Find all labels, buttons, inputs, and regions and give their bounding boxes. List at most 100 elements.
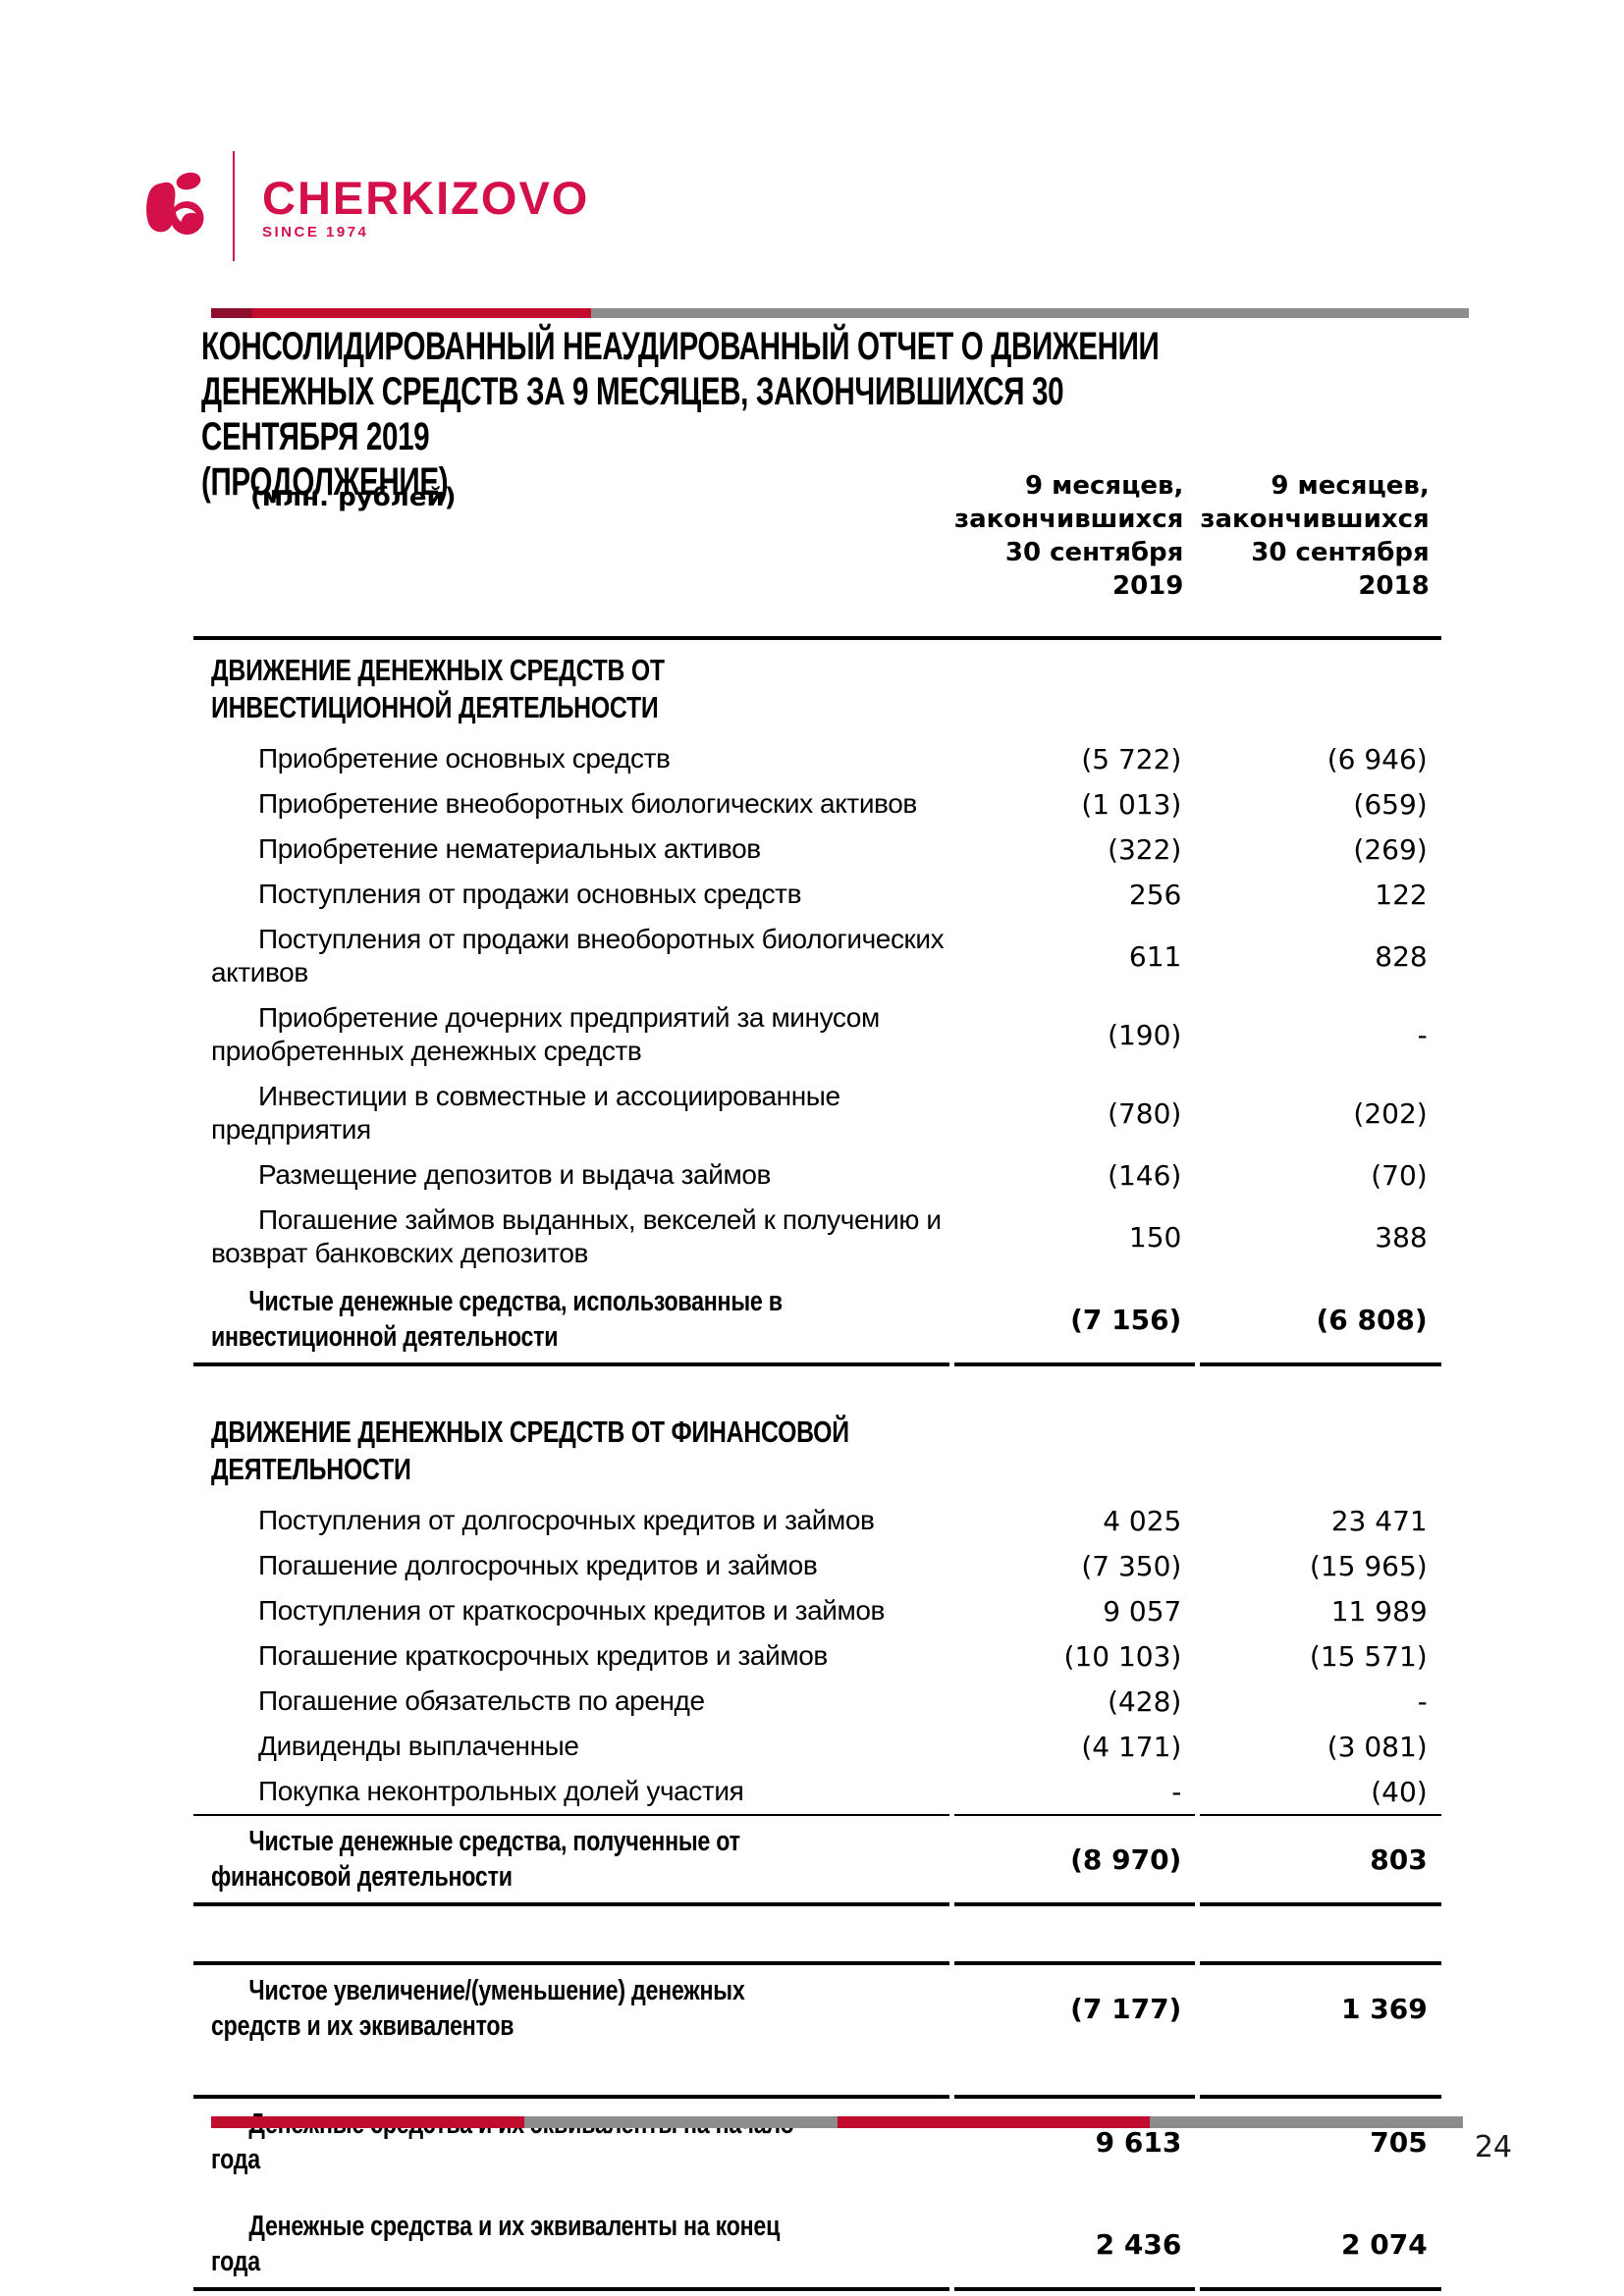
table-row: Приобретение основных средств (5 722) (6 9… <box>193 736 1441 781</box>
row-label: Погашение долгосрочных кредитов и займов <box>258 1550 818 1580</box>
row-label: Размещение депозитов и выдача займов <box>258 1159 771 1190</box>
section-label: ДВИЖЕНИЕ ДЕНЕЖНЫХ СРЕДСТВ ОТ ФИНАНСОВОЙ … <box>211 1415 849 1486</box>
table-row: Поступления от продажи внеоборотных биол… <box>193 917 1441 995</box>
value-2018: 122 <box>1375 878 1428 911</box>
value-2018: (15 571) <box>1309 1639 1428 1673</box>
value-2018: (6 808) <box>1200 1276 1441 1366</box>
row-label: Чистое увеличение/(уменьшение) денежных … <box>211 1975 745 2042</box>
table-row: Поступления от долгосрочных кредитов и з… <box>193 1498 1441 1543</box>
footer-rule <box>211 2116 1463 2128</box>
value-2019: (7 350) <box>1081 1549 1182 1582</box>
value-2018: 23 471 <box>1330 1504 1428 1537</box>
row-label: Покупка неконтрольных долей участия <box>258 1776 744 1806</box>
table-row: Размещение депозитов и выдача займов (146… <box>193 1152 1441 1198</box>
spacer-row <box>193 1906 1441 1961</box>
row-label: Поступления от долгосрочных кредитов и з… <box>258 1505 875 1535</box>
row-label: Дивиденды выплаченные <box>258 1731 579 1761</box>
cherkizovo-logo-icon <box>146 172 204 235</box>
table-row: Погашение займов выданных, векселей к по… <box>193 1198 1441 1276</box>
section-row: ДВИЖЕНИЕ ДЕНЕЖНЫХ СРЕДСТВ ОТ ИНВЕСТИЦИОН… <box>193 636 1441 736</box>
spacer-row <box>193 2185 1441 2201</box>
value-2019: (7 177) <box>954 1961 1196 2052</box>
value-2018: 803 <box>1200 1814 1441 1906</box>
value-2019: (1 013) <box>1081 787 1182 821</box>
column-header-2019: 9 месяцев, закончившихся 30 сентября 201… <box>954 471 1184 601</box>
value-2018: (15 965) <box>1309 1549 1428 1582</box>
value-2019: (322) <box>1108 832 1182 866</box>
table-body: ДВИЖЕНИЕ ДЕНЕЖНЫХ СРЕДСТВ ОТ ИНВЕСТИЦИОН… <box>193 636 1441 2291</box>
page-number: 24 <box>1474 2130 1512 2164</box>
cashflow-table: (млн. рублей) 9 месяцев, закончившихся 3… <box>189 469 1446 2291</box>
value-2019: (5 722) <box>1081 742 1182 775</box>
value-2019: - <box>1171 1775 1182 1808</box>
row-label: Приобретение дочерних предприятий за мин… <box>211 1002 880 1066</box>
title-rule-maroon-segment <box>211 308 252 318</box>
value-2019: (7 156) <box>954 1276 1196 1366</box>
value-2018: - <box>1417 1018 1428 1051</box>
table-row: Покупка неконтрольных долей участия - (40) <box>193 1769 1441 1814</box>
table-row: Погашение долгосрочных кредитов и займов… <box>193 1543 1441 1588</box>
title-rule <box>211 308 1469 318</box>
row-label: Чистые денежные средства, полученные от … <box>211 1826 740 1893</box>
row-label: Погашение займов выданных, векселей к по… <box>211 1204 942 1268</box>
page-title: КОНСОЛИДИРОВАННЫЙ НЕАУДИРОВАННЫЙ ОТЧЕТ О… <box>201 325 1160 504</box>
value-2019: 9 057 <box>1103 1594 1182 1628</box>
spacer-row <box>193 2052 1441 2095</box>
value-2019: 256 <box>1128 878 1182 911</box>
row-label: Погашение краткосрочных кредитов и займо… <box>258 1640 828 1671</box>
section-row: ДВИЖЕНИЕ ДЕНЕЖНЫХ СРЕДСТВ ОТ ФИНАНСОВОЙ … <box>193 1402 1441 1498</box>
section-label: ДВИЖЕНИЕ ДЕНЕЖНЫХ СРЕДСТВ ОТ ИНВЕСТИЦИОН… <box>211 653 665 724</box>
footer-rule-red-segment-1 <box>211 2116 524 2128</box>
table-row: Дивиденды выплаченные (4 171) (3 081) <box>193 1724 1441 1769</box>
row-label: Погашение обязательств по аренде <box>258 1685 705 1716</box>
value-2018: 388 <box>1375 1220 1428 1254</box>
value-2018: 828 <box>1375 939 1428 973</box>
value-2019: 4 025 <box>1103 1504 1182 1537</box>
value-2019: (4 171) <box>1081 1730 1182 1763</box>
footer-rule-red-segment-2 <box>837 2116 1151 2128</box>
value-2018: (202) <box>1353 1096 1428 1130</box>
value-2019: (190) <box>1108 1018 1182 1051</box>
value-2018: (269) <box>1353 832 1428 866</box>
spacer-row <box>193 1366 1441 1402</box>
logo-divider <box>233 151 235 261</box>
total-row: Чистое увеличение/(уменьшение) денежных … <box>193 1961 1441 2052</box>
value-2019: 611 <box>1128 939 1182 973</box>
value-2018: 11 989 <box>1330 1594 1428 1628</box>
value-2019: (146) <box>1108 1158 1182 1192</box>
table-row: Погашение обязательств по аренде (428) - <box>193 1679 1441 1724</box>
row-label: Поступления от краткосрочных кредитов и … <box>258 1595 886 1626</box>
value-2018: 705 <box>1200 2095 1441 2185</box>
row-label: Поступления от продажи основных средств <box>258 879 802 909</box>
value-2018: (40) <box>1371 1775 1428 1808</box>
title-rule-red-segment <box>252 308 591 318</box>
footer-rule-gray-segment-2 <box>1150 2116 1463 2128</box>
value-2019: 2 436 <box>954 2201 1196 2291</box>
table-row: Приобретение дочерних предприятий за мин… <box>193 995 1441 1074</box>
total-row: Денежные средства и их эквиваленты на на… <box>193 2095 1441 2185</box>
row-label: Чистые денежные средства, использованные… <box>211 1286 783 1353</box>
table-row: Поступления от краткосрочных кредитов и … <box>193 1588 1441 1633</box>
row-label: Приобретение нематериальных активов <box>258 833 761 864</box>
value-2018: (6 946) <box>1326 742 1428 775</box>
row-label: Приобретение основных средств <box>258 743 671 774</box>
total-row: Чистые денежные средства, полученные от … <box>193 1814 1441 1906</box>
value-2018: 2 074 <box>1200 2201 1441 2291</box>
row-label: Денежные средства и их эквиваленты на ко… <box>211 2211 781 2277</box>
value-2018: 1 369 <box>1200 1961 1441 2052</box>
row-label: Инвестиции в совместные и ассоциированны… <box>211 1081 840 1145</box>
value-2019: (780) <box>1108 1096 1182 1130</box>
row-label: Поступления от продажи внеоборотных биол… <box>211 924 945 988</box>
value-2018: (70) <box>1371 1158 1428 1192</box>
brand-since: SINCE 1974 <box>262 224 369 240</box>
table-row: Приобретение внеоборотных биологических … <box>193 781 1441 827</box>
cherkizovo-logo: CHERKIZOVO SINCE 1974 <box>144 147 589 261</box>
footer-rule-gray-segment-1 <box>523 2116 838 2128</box>
table-row: Погашение краткосрочных кредитов и займо… <box>193 1633 1441 1679</box>
value-2018: (659) <box>1353 787 1428 821</box>
total-row: Денежные средства и их эквиваленты на ко… <box>193 2201 1441 2291</box>
table-row: Приобретение нематериальных активов (322)… <box>193 827 1441 872</box>
value-2018: (3 081) <box>1326 1730 1428 1763</box>
value-2019: 150 <box>1128 1220 1182 1254</box>
